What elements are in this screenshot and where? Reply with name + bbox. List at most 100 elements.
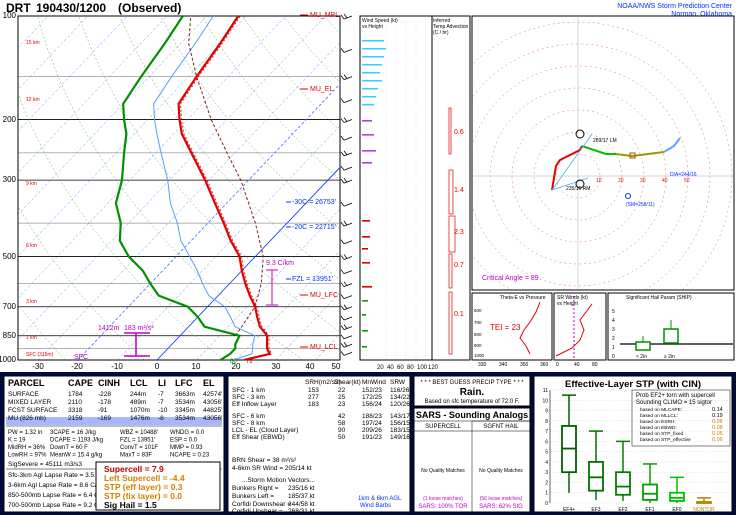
height-label: SFC (315m) [26, 352, 54, 358]
speed-tick: 60 [397, 365, 404, 371]
header-parcel: PARCEL [8, 378, 45, 388]
parcel-extra-cell: NCAPE = 0.23 [170, 453, 210, 459]
corfidi-up-label: Corfidi Upshear = [232, 508, 283, 515]
sars-col-supercell: SUPERCELL [425, 424, 461, 430]
sars-pct-supercell: SARS: 100% TOR [418, 504, 468, 510]
height-label: 9 km [26, 181, 37, 187]
ship-x-label: ≥ 2in [664, 354, 675, 360]
t-tick: -30 [32, 362, 44, 371]
skewt-grid [18, 16, 340, 360]
header-srw: SRW [390, 379, 406, 386]
p-label-700: 700 [3, 302, 17, 311]
sr-wind-profile [555, 303, 593, 357]
wind-speed-bar [362, 88, 378, 90]
shear-cell: 209/26 [362, 427, 382, 434]
stp-prob-box [631, 389, 731, 447]
stp-y-tick: 7 [545, 429, 548, 435]
p-label-200: 200 [3, 115, 17, 124]
wind-barb [340, 269, 353, 275]
stp-category-label: EF2 [618, 507, 627, 513]
bunkers-left-value: 185/37 kt [288, 493, 315, 500]
tadv-title: Temp Advection [433, 24, 469, 30]
tadv-value: 0.6 [454, 129, 464, 136]
stp-category-label: EF4+ [563, 507, 575, 513]
lapse-rate: Sfc-3km Agl Lapse Rate = 3.5 C/km [8, 472, 111, 479]
stp-y-tick: 0 [545, 501, 548, 507]
stp-box-EF3 [588, 461, 604, 492]
skewt-profiles [114, 16, 273, 360]
p-label-850: 850 [3, 331, 17, 340]
ship-tick: 4 [612, 318, 615, 324]
wind-speed-bar [362, 150, 376, 152]
parcel-cell: 43056' [203, 415, 222, 422]
t-tick: 0 [155, 362, 160, 371]
wind-panel-title: Wind Speed (kt) [362, 18, 398, 24]
precip-basis: Based on sfc temperature of 72.0 F. [424, 399, 519, 405]
critical-angle: Critical Angle = 89 [482, 275, 539, 282]
p-label-100: 100 [3, 11, 17, 20]
dry-adiabat [160, 16, 340, 230]
wind-speed-bar [362, 220, 370, 222]
wetbulb-profile [153, 16, 256, 360]
shear-cell: 152/23 [362, 387, 382, 394]
sr-wind-4-6km: 4-6km SR Wind = 205/14 kt [232, 465, 312, 472]
wind-speed-bar [362, 300, 368, 302]
theta-p-tick: 900 [474, 343, 482, 348]
lapse-rate: 3-6km Agl Lapse Rate = 8.6 C/km [8, 482, 105, 489]
shear-cell: Eff Shear (EBWD) [232, 434, 285, 441]
t-tick: 40 [306, 362, 315, 371]
hodo-trace-upper [615, 151, 665, 158]
isotherm [18, 16, 247, 257]
sfc-label: SFC [74, 354, 88, 361]
theta-p-tick: 600 [474, 308, 482, 313]
parcel-extra-cell: DCAPE = 1193 J/kg [50, 438, 103, 444]
bunkers-lm-label: 289/17 LM [593, 138, 617, 144]
speed-tick: 100 [417, 365, 428, 371]
hodo-trace-top [663, 137, 681, 153]
sars-nomatch-supercell: No Quality Matches [421, 468, 465, 474]
isotherm [18, 16, 286, 299]
ship-tick: 0 [612, 354, 615, 360]
shear-cell: 42 [338, 413, 346, 420]
wind-speed-bar [362, 104, 374, 106]
wind-speed-bar [362, 48, 386, 50]
wind-speed-bar [362, 120, 372, 122]
minus20-height: -20C = 22715' [292, 224, 336, 231]
isotherm [18, 16, 207, 215]
parcel-extra-cell: LowRH = 97% [8, 453, 47, 459]
ship-box-small [635, 341, 651, 351]
height-label: 15 km [26, 40, 40, 46]
stp-y-tick: 8 [545, 419, 548, 425]
parcel-cell: 1784 [68, 391, 83, 398]
parcel-extra-cell: MeanW = 15.4 g/kg [50, 453, 102, 459]
tadv-title: Inferred [433, 18, 450, 24]
stp-item-value: 0.06 [712, 437, 723, 443]
sig-severe: SigSevere = 45111 m3/s3 [8, 461, 82, 468]
hodo-ring-label: 50 [684, 178, 690, 184]
dewpoint-profile [114, 16, 242, 360]
stp-climo: Sounding CLIMO = 15 sigtor [636, 400, 712, 406]
parcel-cell: -169 [98, 415, 111, 422]
sars-title: SARS - Sounding Analogs [416, 410, 528, 420]
data-status: (Observed) [118, 1, 181, 15]
barb-legend: Wind Barbs [360, 503, 391, 509]
shear-cell: 183/15 [390, 427, 410, 434]
parcel-extra-cell: PW = 1.32 in [8, 430, 43, 436]
stp-category-label: NONTOR [693, 507, 715, 513]
wind-speed-bar [362, 134, 374, 136]
shear-cell: 23 [338, 401, 346, 408]
parcel-cell: -8 [158, 415, 164, 422]
stp-item-value: 0.14 [712, 407, 723, 413]
hodo-ring-label: 30 [640, 178, 646, 184]
wind-barb [340, 13, 353, 20]
fzl-height: FZL = 13951' [292, 276, 333, 283]
hodo-trace-mid [581, 145, 616, 155]
mu-lcl-label: MU_LCL [310, 344, 338, 351]
p-label-300: 300 [3, 175, 17, 184]
dry-adiabat [18, 303, 66, 360]
sm-marker [625, 193, 631, 199]
wind-speed-bar [362, 96, 376, 98]
supercell-index: Supercell = 7.9 [104, 464, 164, 474]
wind-barb [340, 351, 353, 356]
parcel-cell: -178 [98, 399, 111, 406]
